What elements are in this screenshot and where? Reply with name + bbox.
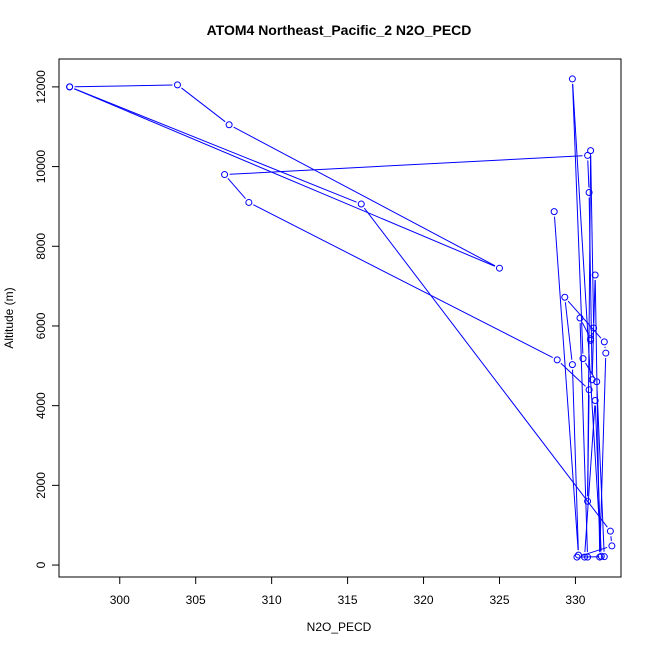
series-segment <box>572 83 584 354</box>
series-segment <box>74 84 173 88</box>
data-point <box>574 551 582 559</box>
data-point <box>550 208 558 216</box>
series-segment <box>74 88 357 203</box>
data-point <box>587 147 595 155</box>
x-tick-label: 300 <box>110 593 130 607</box>
data-point <box>593 378 601 386</box>
series-segment <box>596 386 605 552</box>
x-tick-label: 310 <box>262 593 282 607</box>
y-axis-label: Altitude (m) <box>2 287 16 348</box>
data-point <box>600 338 608 346</box>
y-tick-label: 12000 <box>34 70 48 104</box>
data-point <box>587 336 595 344</box>
series-segment <box>588 197 593 375</box>
y-tick-label: 4000 <box>34 392 48 419</box>
series-segment <box>233 126 496 267</box>
x-tick-label: 325 <box>489 593 509 607</box>
data-point <box>584 497 592 505</box>
y-tick-label: 10000 <box>34 150 48 184</box>
series-segment <box>564 302 573 360</box>
x-tick-label: 320 <box>414 593 434 607</box>
data-point <box>591 396 599 404</box>
data-point <box>357 200 365 208</box>
data-point <box>495 264 503 272</box>
y-tick-label: 8000 <box>34 233 48 260</box>
data-point <box>66 83 74 91</box>
data-point <box>579 355 587 363</box>
x-axis: 300 305 310 315 320 325 330 <box>110 576 586 607</box>
x-tick-label: 330 <box>565 593 585 607</box>
data-point <box>568 75 576 83</box>
series-segment <box>590 155 595 323</box>
series-layer <box>66 75 616 561</box>
series-segment <box>591 332 593 336</box>
x-tick-label: 315 <box>338 593 358 607</box>
series-segment <box>227 177 246 200</box>
x-tick-label: 305 <box>186 593 206 607</box>
data-point <box>561 293 569 301</box>
data-point <box>225 121 233 129</box>
series-segment <box>581 322 589 335</box>
data-point <box>584 553 592 561</box>
data-point <box>588 376 596 384</box>
x-axis-label: N2O_PECD <box>307 620 372 634</box>
series-segment <box>363 207 608 528</box>
data-point <box>221 171 229 179</box>
series-segment <box>229 155 583 175</box>
y-tick-label: 0 <box>34 561 48 568</box>
data-point <box>553 356 561 364</box>
data-point <box>602 349 610 357</box>
data-point <box>245 198 253 206</box>
y-axis: 0 2000 4000 6000 8000 10000 12000 <box>34 70 60 568</box>
series-segment <box>567 300 602 339</box>
y-tick-label: 6000 <box>34 312 48 339</box>
series-segment <box>572 369 579 551</box>
data-point <box>584 151 592 159</box>
data-point <box>573 553 581 561</box>
series-segment <box>591 279 596 375</box>
series-segment <box>594 279 601 553</box>
series-segment <box>587 160 590 188</box>
data-point <box>608 542 616 550</box>
data-point <box>590 324 598 332</box>
y-tick-label: 2000 <box>34 472 48 499</box>
data-point <box>600 553 608 561</box>
series-segment <box>181 87 226 123</box>
series-segment <box>554 216 579 551</box>
data-point <box>568 361 576 369</box>
chart-title: ATOM4 Northeast_Pacific_2 N2O_PECD <box>207 22 472 38</box>
data-point <box>591 271 599 279</box>
data-point <box>585 386 593 394</box>
series-segment <box>572 83 602 552</box>
series-segment <box>599 358 607 553</box>
data-point <box>173 81 181 89</box>
data-point <box>585 188 593 196</box>
data-point <box>581 553 589 561</box>
data-point <box>596 553 604 561</box>
data-point <box>576 314 584 322</box>
series-segment <box>74 88 496 267</box>
data-point <box>606 527 614 535</box>
series-segment <box>253 204 553 359</box>
series-segment <box>587 394 590 497</box>
